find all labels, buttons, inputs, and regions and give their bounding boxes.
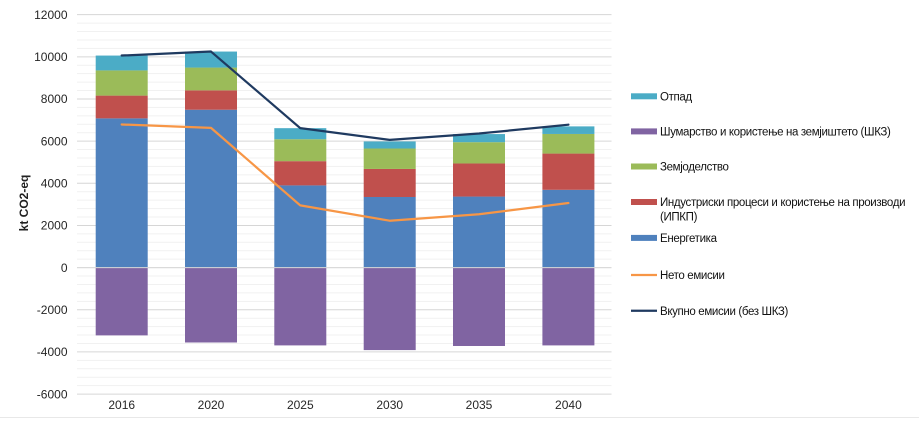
svg-text:(ИПКП): (ИПКП) bbox=[660, 212, 698, 224]
svg-text:kt CO2-eq: kt CO2-eq bbox=[17, 175, 31, 232]
svg-text:Земјоделство: Земјоделство bbox=[660, 162, 729, 174]
svg-text:2040: 2040 bbox=[555, 398, 582, 412]
svg-text:Шумарство и користење на земји: Шумарство и користење на земјиштето (ШКЗ… bbox=[660, 127, 891, 139]
svg-text:4000: 4000 bbox=[41, 177, 68, 191]
svg-text:Вкупно емисии (без ШКЗ): Вкупно емисии (без ШКЗ) bbox=[660, 306, 789, 318]
svg-text:2016: 2016 bbox=[108, 398, 135, 412]
svg-text:2035: 2035 bbox=[466, 398, 493, 412]
svg-text:-6000: -6000 bbox=[37, 387, 68, 401]
svg-text:10000: 10000 bbox=[34, 50, 68, 64]
svg-text:0: 0 bbox=[61, 261, 68, 275]
svg-text:Енергетика: Енергетика bbox=[660, 233, 718, 245]
svg-text:8000: 8000 bbox=[41, 92, 68, 106]
svg-text:2025: 2025 bbox=[287, 398, 314, 412]
svg-text:-4000: -4000 bbox=[37, 345, 68, 359]
svg-text:Индустриски процеси и користењ: Индустриски процеси и користење на произ… bbox=[660, 197, 905, 209]
svg-text:Нето емисии: Нето емисии bbox=[660, 270, 725, 282]
svg-text:6000: 6000 bbox=[41, 134, 68, 148]
svg-text:2030: 2030 bbox=[376, 398, 403, 412]
svg-text:2020: 2020 bbox=[198, 398, 225, 412]
svg-text:-2000: -2000 bbox=[37, 303, 68, 317]
svg-text:2000: 2000 bbox=[41, 219, 68, 233]
svg-text:12000: 12000 bbox=[34, 8, 68, 22]
svg-text:Отпад: Отпад bbox=[660, 92, 692, 104]
